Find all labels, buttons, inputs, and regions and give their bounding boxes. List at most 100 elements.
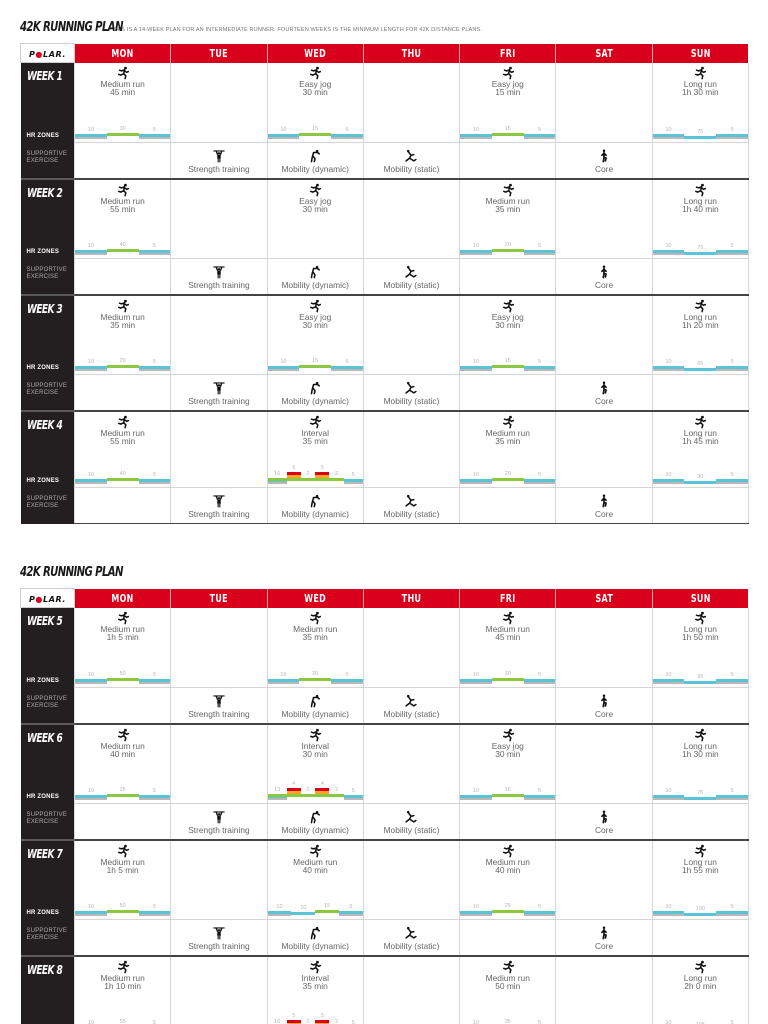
day-cell-mon[interactable]: Medium run 1h 5 min 10 50 5 — [73, 838, 172, 920]
supportive-cell-thu[interactable]: Mobility (static) — [362, 258, 461, 295]
supportive-cell-sat[interactable]: Core — [555, 258, 653, 295]
zone-minutes: 75 — [697, 129, 704, 135]
supportive-cell-tue[interactable]: Strength training — [170, 487, 268, 524]
zone-bar — [75, 478, 107, 482]
supportive-exercise: Mobility (dynamic) — [268, 926, 363, 951]
day-cell-fri[interactable]: Medium run 45 min 10 30 5 — [459, 607, 557, 688]
polar-logo-text: P●LAR. — [28, 50, 67, 59]
workout-duration: 40 min — [495, 865, 521, 875]
day-cell-thu — [362, 722, 461, 804]
day-cell-fri[interactable]: Medium run 50 min 10 35 5 — [459, 954, 557, 1024]
runner-icon — [308, 728, 322, 742]
runner-icon — [308, 183, 322, 197]
zone-bar — [138, 678, 171, 682]
supportive-cell-thu[interactable]: Mobility (static) — [362, 142, 461, 179]
zone-minutes: 20 — [119, 358, 126, 364]
workout-duration: 30 min — [495, 320, 521, 330]
day-cell-sun[interactable]: Long run 1h 55 min 10 100 5 — [651, 838, 749, 920]
day-cell-wed[interactable]: Medium run 35 min 10 20 5 — [266, 607, 364, 688]
day-cell-mon[interactable]: Medium run 1h 10 min 10 55 5 — [73, 954, 172, 1024]
zone1-bar — [460, 368, 492, 371]
day-cell-sun[interactable]: Long run 1h 20 min 10 65 5 — [651, 293, 749, 375]
zone-bar — [684, 797, 717, 800]
supportive-exercise: Core — [556, 925, 651, 951]
zone-minutes: 10 — [280, 358, 287, 365]
supportive-cell-wed[interactable]: Mobility (dynamic) — [266, 374, 364, 411]
supportive-cell-wed[interactable]: Mobility (dynamic) — [266, 687, 364, 724]
supportive-cell-tue[interactable]: Strength training — [170, 919, 268, 956]
day-cell-fri[interactable]: Medium run 35 min 10 20 5 — [459, 177, 557, 259]
zone-minutes: 10 — [472, 242, 480, 249]
hr-zones-chart: 10 65 5 — [652, 353, 748, 371]
week-label-cell: WEEK 4 HR ZONES — [20, 409, 75, 488]
supportive-cell-thu[interactable]: Mobility (static) — [362, 487, 461, 524]
day-cell-wed[interactable]: Interval 30 min 13 4 2 4 2 5 — [266, 722, 364, 804]
day-cell-sun[interactable]: Long run 1h 40 min 10 75 5 — [651, 177, 749, 259]
supportive-cell-wed[interactable]: Mobility (dynamic) — [266, 919, 364, 956]
zone-bar — [106, 794, 139, 797]
zone-bar — [716, 478, 748, 482]
supportive-cell-tue[interactable]: Strength training — [170, 142, 268, 179]
supportive-cell-thu[interactable]: Mobility (static) — [362, 687, 461, 724]
day-cell-sun[interactable]: Long run 1h 50 min 10 95 5 — [651, 607, 749, 688]
day-cell-wed[interactable]: Interval 35 min 16 5 2 5 2 5 — [266, 954, 364, 1024]
day-cell-fri[interactable]: Easy jog 30 min 10 15 5 — [459, 293, 557, 375]
supportive-cell-tue[interactable]: Strength training — [170, 803, 268, 840]
supportive-cell-sat[interactable]: Core — [555, 142, 653, 179]
zone-segment: 90 — [684, 473, 717, 484]
day-cell-sun[interactable]: Long run 1h 30 min 10 75 5 — [651, 62, 749, 143]
day-cell-wed[interactable]: Medium run 40 min 10 10 15 5 — [266, 838, 364, 920]
supportive-cell-sat[interactable]: Core — [555, 919, 653, 956]
supportive-cell-thu[interactable]: Mobility (static) — [362, 803, 461, 840]
day-cell-fri[interactable]: Medium run 35 min 10 20 5 — [459, 409, 557, 488]
zone-minutes: 30 — [119, 126, 126, 132]
week-title: WEEK 6 — [26, 729, 63, 745]
supportive-cell-mon — [73, 142, 172, 179]
zone1-bar — [267, 368, 300, 371]
zone-bar — [315, 794, 330, 797]
zone-minutes: 25 — [119, 787, 126, 793]
supportive-cell-tue[interactable]: Strength training — [170, 687, 268, 724]
supportive-cell-tue[interactable]: Strength training — [170, 258, 268, 295]
day-cell-mon[interactable]: Medium run 55 min 10 40 5 — [73, 177, 172, 259]
day-cell-sun[interactable]: Long run 1h 30 min 10 75 5 — [651, 722, 749, 804]
day-cell-fri[interactable]: Easy jog 15 min 10 15 5 — [459, 62, 557, 143]
day-cell-fri[interactable]: Easy jog 30 min 10 15 5 — [459, 722, 557, 804]
supportive-exercise-name: Core — [594, 824, 614, 835]
supportive-cell-wed[interactable]: Mobility (dynamic) — [266, 142, 364, 179]
supportive-cell-sat[interactable]: Core — [555, 487, 653, 524]
supportive-cell-thu[interactable]: Mobility (static) — [362, 919, 461, 956]
supportive-cell-thu[interactable]: Mobility (static) — [362, 374, 461, 411]
supportive-cell-wed[interactable]: Mobility (dynamic) — [266, 487, 364, 524]
supportive-cell-sat[interactable]: Core — [555, 803, 653, 840]
workout-duration: 35 min — [110, 320, 136, 330]
supportive-cell-sat[interactable]: Core — [555, 687, 653, 724]
runner-icon — [501, 611, 515, 625]
day-cell-tue — [170, 293, 268, 375]
supportive-row: SUPPORTIVE EXERCISE Strength training Mobil… — [20, 258, 749, 295]
supportive-cell-wed[interactable]: Mobility (dynamic) — [266, 258, 364, 295]
day-cell-wed[interactable]: Interval 35 min 16 5 2 5 2 5 — [266, 409, 364, 488]
day-cell-mon[interactable]: Medium run 45 min 10 30 5 — [73, 62, 172, 143]
zone1-bar — [523, 797, 556, 800]
day-cell-fri[interactable]: Medium run 40 min 10 25 5 — [459, 838, 557, 920]
day-cell-mon[interactable]: Medium run 40 min 10 25 5 — [73, 722, 172, 804]
day-cell-wed[interactable]: Easy jog 30 min 10 15 5 — [266, 293, 364, 375]
supportive-cell-tue[interactable]: Strength training — [170, 374, 268, 411]
workout: Long run 2h 0 min — [653, 960, 748, 991]
zone1-bar — [716, 368, 748, 371]
supportive-cell-sun — [651, 487, 749, 524]
zone-segment — [315, 783, 330, 800]
day-cell-wed[interactable]: Easy jog 30 min 10 15 5 — [266, 62, 364, 143]
supportive-cell-wed[interactable]: Mobility (dynamic) — [266, 803, 364, 840]
zone-minutes: 15 — [504, 358, 511, 364]
supportive-exercise-name: Core — [594, 279, 614, 290]
day-cell-sun[interactable]: Long run 1h 45 min 10 90 5 — [651, 409, 749, 488]
day-cell-mon[interactable]: Medium run 35 min 10 20 5 — [73, 293, 172, 375]
day-cell-mon[interactable]: Medium run 1h 5 min 10 50 5 — [73, 607, 172, 688]
day-cell-mon[interactable]: Medium run 55 min 10 40 5 — [73, 409, 172, 488]
supportive-label-line2: EXERCISE — [26, 502, 59, 509]
supportive-cell-sat[interactable]: Core — [555, 374, 653, 411]
day-cell-wed[interactable]: Easy jog 30 min — [266, 177, 364, 259]
